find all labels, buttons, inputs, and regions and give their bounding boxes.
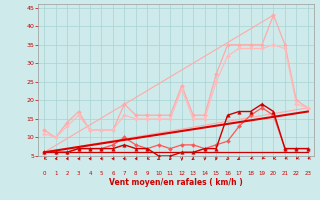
X-axis label: Vent moyen/en rafales ( km/h ): Vent moyen/en rafales ( km/h ): [109, 178, 243, 187]
